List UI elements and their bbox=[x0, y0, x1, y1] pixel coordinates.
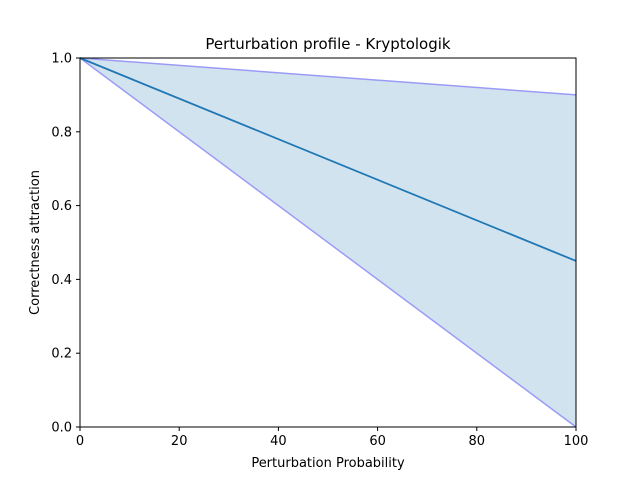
y-tick-label: 1.0 bbox=[51, 52, 72, 67]
y-tick-label: 0.4 bbox=[51, 273, 72, 288]
mean-line bbox=[79, 57, 577, 262]
x-tick-label: 40 bbox=[270, 434, 287, 449]
plot-frame bbox=[79, 57, 577, 428]
x-tick-label: 0 bbox=[76, 434, 84, 449]
upper-bound-line bbox=[79, 57, 577, 96]
x-axis-title: Perturbation Probability bbox=[251, 456, 405, 471]
y-axis: 0.0 0.2 0.4 0.6 0.8 1.0 bbox=[51, 52, 80, 436]
y-tick-label: 0.6 bbox=[51, 199, 72, 214]
y-tick-label: 0.2 bbox=[51, 347, 72, 362]
x-tick-label: 80 bbox=[469, 434, 486, 449]
x-tick-label: 20 bbox=[171, 434, 188, 449]
x-tick-label: 60 bbox=[369, 434, 386, 449]
y-axis-title: Correctness attraction bbox=[28, 170, 43, 315]
x-tick-label: 100 bbox=[564, 434, 589, 449]
lower-bound-line bbox=[79, 57, 577, 428]
y-tick-label: 0.0 bbox=[51, 421, 72, 436]
y-tick-label: 0.8 bbox=[51, 125, 72, 140]
x-axis: 0 20 40 60 80 100 bbox=[76, 427, 589, 449]
chart-title: Perturbation profile - Kryptologik bbox=[205, 35, 450, 53]
